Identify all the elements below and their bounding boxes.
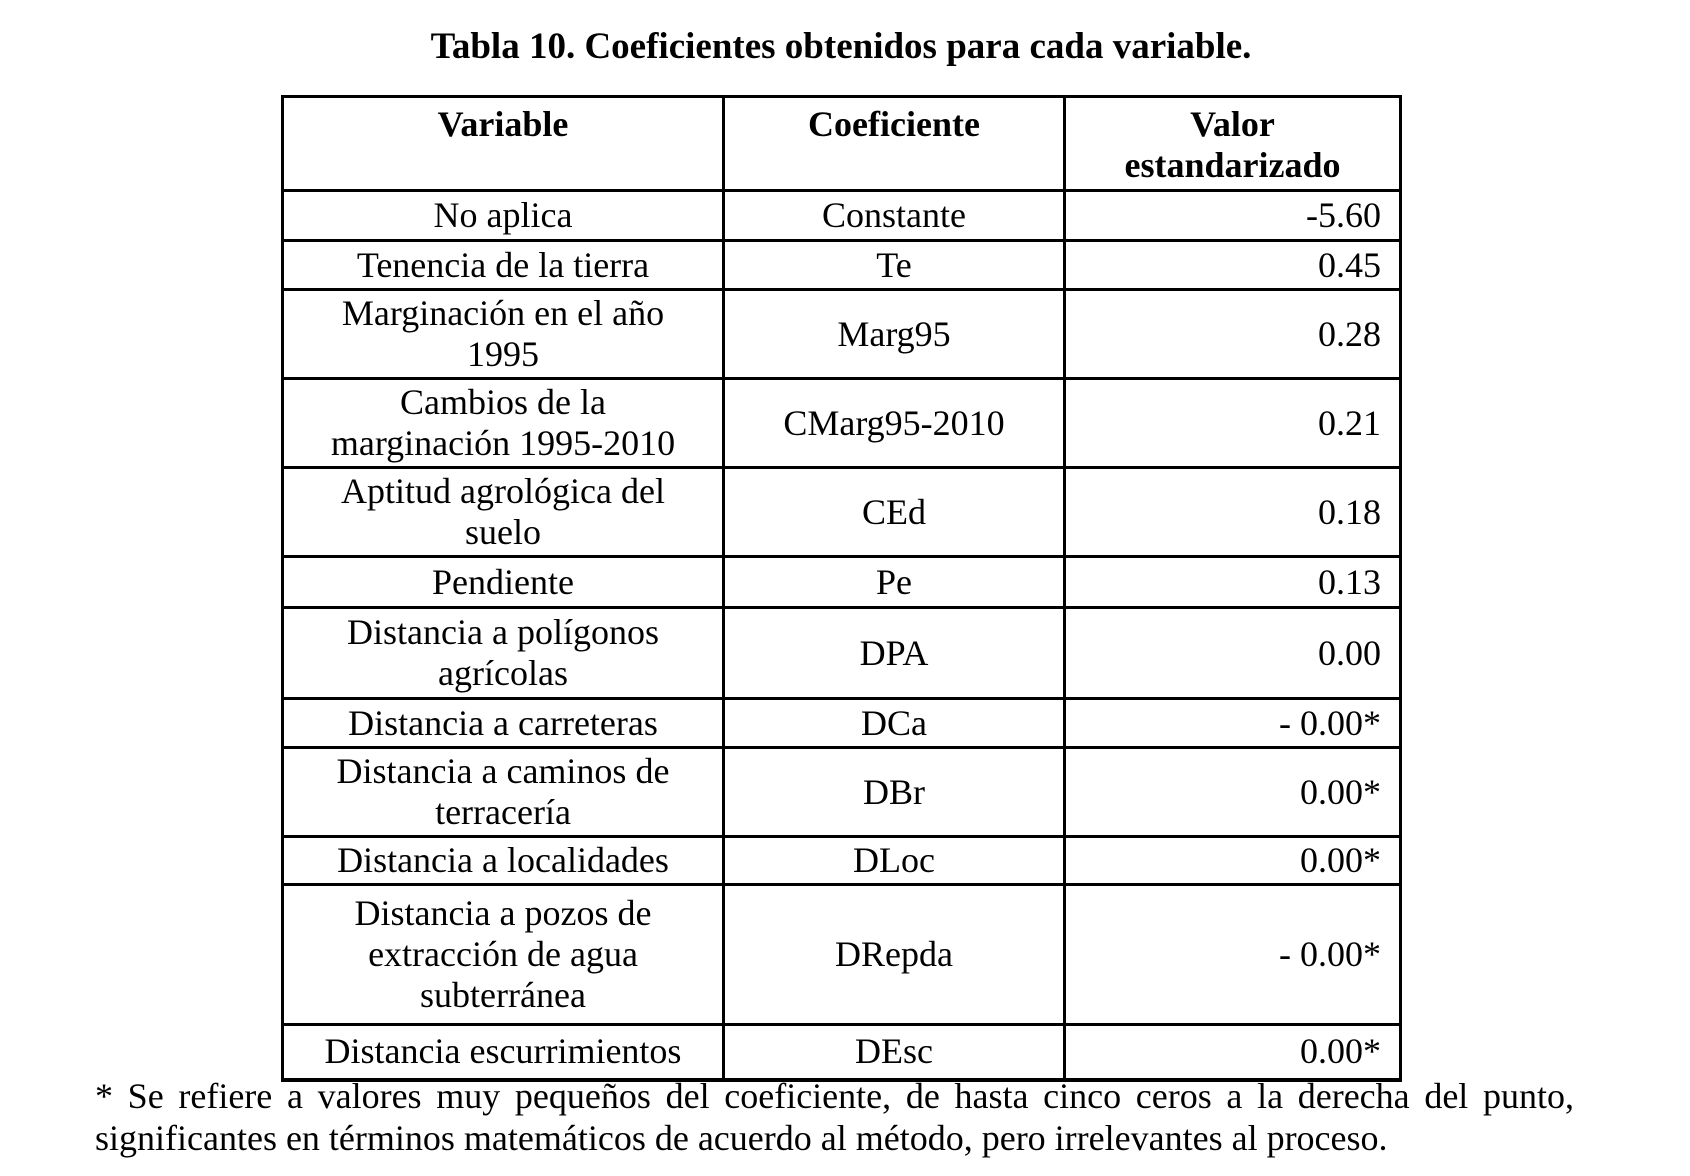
cell-coeficiente: DRepda <box>722 883 1066 1026</box>
table-caption: Tabla 10. Coeficientes obtenidos para ca… <box>430 26 1252 67</box>
coefficients-table: Variable Coeficiente Valor estandarizado… <box>281 95 1402 1082</box>
cell-coeficiente: Pe <box>722 555 1066 609</box>
cell-variable: No aplica <box>281 189 725 242</box>
table-row: Distancia a caminos de terracería DBr 0.… <box>281 746 1402 838</box>
cell-variable: Cambios de la marginación 1995-2010 <box>281 377 725 469</box>
table-footnote: * Se refiere a valores muy pequeños del … <box>95 1075 1574 1159</box>
cell-valor: 0.00 <box>1063 606 1402 700</box>
cell-valor: - 0.00* <box>1063 697 1402 749</box>
cell-variable: Aptitud agrológica del suelo <box>281 466 725 558</box>
table-row: Aptitud agrológica del suelo CEd 0.18 <box>281 466 1402 558</box>
table-row: Tenencia de la tierra Te 0.45 <box>281 239 1402 291</box>
cell-variable: Distancia a localidades <box>281 835 725 886</box>
cell-coeficiente: CMarg95-2010 <box>722 377 1066 469</box>
cell-variable: Tenencia de la tierra <box>281 239 725 291</box>
table-row: Distancia a polígonos agrícolas DPA 0.00 <box>281 606 1402 700</box>
cell-valor: - 0.00* <box>1063 883 1402 1026</box>
cell-coeficiente: DBr <box>722 746 1066 838</box>
table-row: Pendiente Pe 0.13 <box>281 555 1402 609</box>
cell-valor: 0.13 <box>1063 555 1402 609</box>
cell-valor: 0.00* <box>1063 835 1402 886</box>
cell-variable: Distancia a caminos de terracería <box>281 746 725 838</box>
cell-coeficiente: Marg95 <box>722 288 1066 380</box>
table-row: Distancia a localidades DLoc 0.00* <box>281 835 1402 886</box>
cell-coeficiente: Constante <box>722 189 1066 242</box>
cell-variable: Distancia a carreteras <box>281 697 725 749</box>
cell-coeficiente: CEd <box>722 466 1066 558</box>
cell-valor: 0.18 <box>1063 466 1402 558</box>
cell-valor: 0.00* <box>1063 1023 1402 1081</box>
cell-variable: Pendiente <box>281 555 725 609</box>
cell-variable: Distancia a pozos de extracción de agua … <box>281 883 725 1026</box>
cell-coeficiente: DPA <box>722 606 1066 700</box>
cell-valor: 0.00* <box>1063 746 1402 838</box>
table-row: Distancia escurrimientos DEsc 0.00* <box>281 1023 1402 1081</box>
table-row: Cambios de la marginación 1995-2010 CMar… <box>281 377 1402 469</box>
cell-variable: Marginación en el año 1995 <box>281 288 725 380</box>
cell-valor: -5.60 <box>1063 189 1402 242</box>
footnote-line-1: * Se refiere a valores muy pequeños del … <box>95 1076 1574 1116</box>
cell-valor: 0.45 <box>1063 239 1402 291</box>
table-row: Distancia a pozos de extracción de agua … <box>281 883 1402 1026</box>
column-header-valor-estandarizado: Valor estandarizado <box>1063 95 1402 192</box>
table-header-row: Variable Coeficiente Valor estandarizado <box>281 95 1402 192</box>
cell-coeficiente: DLoc <box>722 835 1066 886</box>
cell-valor: 0.28 <box>1063 288 1402 380</box>
cell-coeficiente: DCa <box>722 697 1066 749</box>
table-row: Distancia a carreteras DCa - 0.00* <box>281 697 1402 749</box>
table-row: Marginación en el año 1995 Marg95 0.28 <box>281 288 1402 380</box>
cell-variable: Distancia escurrimientos <box>281 1023 725 1081</box>
cell-valor: 0.21 <box>1063 377 1402 469</box>
cell-coeficiente: Te <box>722 239 1066 291</box>
table-row: No aplica Constante -5.60 <box>281 189 1402 242</box>
cell-coeficiente: DEsc <box>722 1023 1066 1081</box>
column-header-coeficiente: Coeficiente <box>722 95 1066 192</box>
column-header-variable: Variable <box>281 95 725 192</box>
footnote-line-2: significantes en términos matemáticos de… <box>95 1118 1388 1158</box>
cell-variable: Distancia a polígonos agrícolas <box>281 606 725 700</box>
